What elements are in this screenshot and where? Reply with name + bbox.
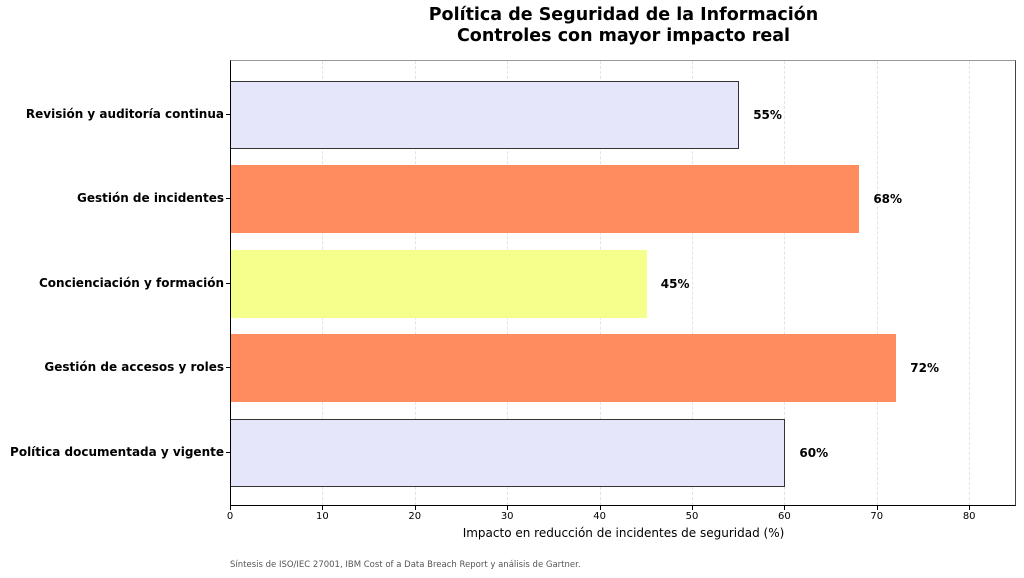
x-tick: [599, 506, 601, 510]
y-tick-label: Gestión de incidentes: [76, 191, 224, 205]
y-tick: [226, 114, 230, 115]
y-tick-label: Revisión y auditoría continua: [25, 107, 224, 121]
x-tick-label: 70: [870, 511, 884, 522]
x-tick-label: 0: [226, 511, 234, 522]
y-tick: [226, 367, 230, 368]
x-tick: [507, 506, 509, 510]
gridline: [969, 61, 971, 505]
y-tick: [226, 452, 230, 453]
bar: [231, 250, 647, 318]
x-tick-label: 30: [500, 511, 514, 522]
bar: [231, 334, 897, 402]
x-tick-label: 60: [778, 511, 791, 522]
x-axis-label: Impacto en reducción de incidentes de se…: [462, 526, 785, 540]
x-tick-label: 40: [593, 511, 606, 522]
x-tick-label: 10: [316, 511, 329, 522]
source-footnote: Síntesis de ISO/IEC 27001, IBM Cost of a…: [230, 560, 581, 570]
chart-title-line1: Política de Seguridad de la Información: [428, 5, 819, 25]
bar-value-label: 72%: [910, 361, 939, 375]
x-tick: [414, 506, 416, 510]
gridline: [876, 61, 878, 505]
bar-value-label: 45%: [660, 277, 690, 291]
bar: [231, 81, 740, 149]
x-tick: [230, 506, 231, 510]
chart-title: Política de Seguridad de la Información …: [230, 5, 1017, 47]
bar-value-label: 55%: [753, 108, 782, 122]
gridline: [784, 61, 786, 505]
y-tick-label: Política documentada y vigente: [10, 445, 224, 459]
y-tick: [226, 198, 230, 199]
y-tick-label: Gestión de accesos y roles: [44, 360, 224, 374]
y-tick: [226, 283, 230, 284]
bar-value-label: 60%: [799, 446, 829, 460]
bar: [231, 419, 786, 487]
chart-title-line2: Controles con mayor impacto real: [456, 26, 791, 46]
x-tick: [692, 506, 693, 510]
bar: [231, 165, 860, 233]
gridline: [692, 61, 693, 505]
x-tick-label: 80: [962, 511, 976, 522]
x-tick: [969, 506, 971, 510]
x-tick-label: 20: [408, 511, 422, 522]
bar-value-label: 68%: [873, 192, 903, 206]
x-tick: [322, 506, 324, 510]
plot-area: 55% 68% 45% 72% 60%: [230, 60, 1016, 506]
x-tick-label: 50: [685, 511, 699, 522]
x-tick: [876, 506, 878, 510]
y-tick-label: Concienciación y formación: [38, 276, 224, 290]
x-tick: [784, 506, 786, 510]
